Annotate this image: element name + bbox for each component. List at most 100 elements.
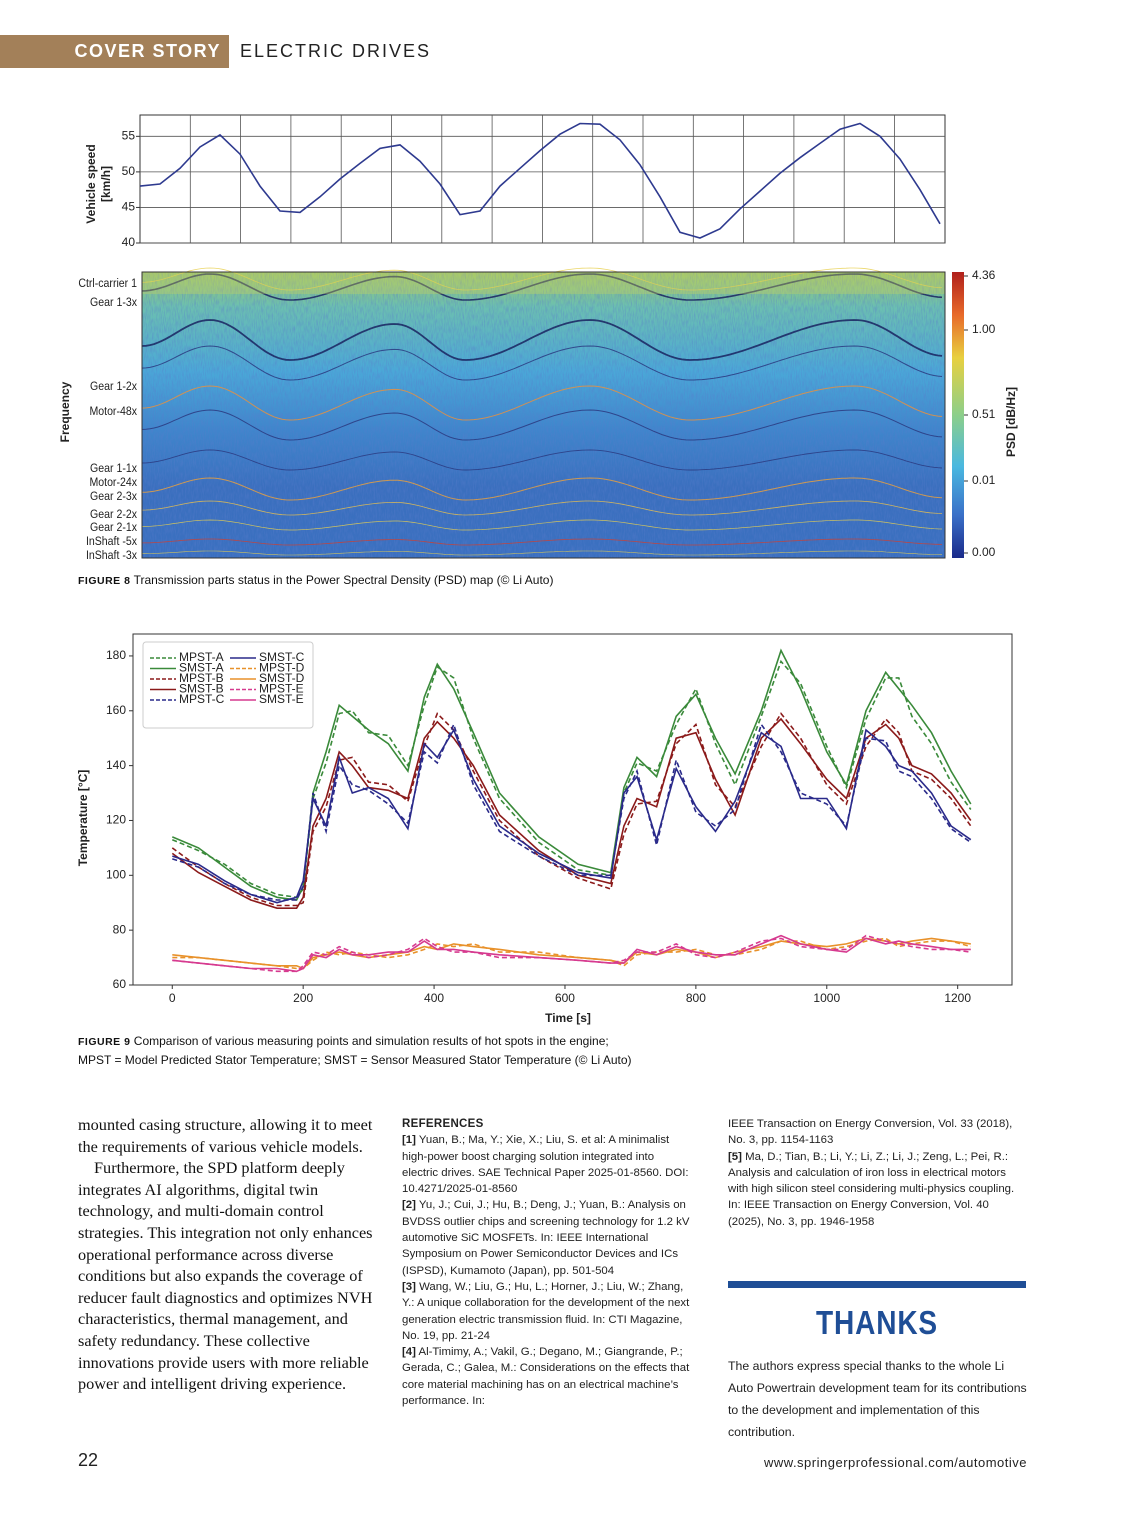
body-text: mounted casing structure, allowing it to… [78,1114,374,1395]
y-tick-label: 45 [122,200,136,214]
row-label: Gear 2-1x [90,522,137,535]
reference: [5] Ma, D.; Tian, B.; Li, Y.; Li, Z.; Li… [728,1149,1028,1230]
ref-text: Wang, W.; Liu, G.; Hu, L.; Horner, J.; L… [402,1280,690,1342]
ref-text: IEEE Transaction on Energy Conversion, V… [728,1118,1013,1147]
legend-label: SMST-C [259,650,305,664]
row-label: Gear 1-3x [90,297,137,310]
y-tick-label: 40 [122,235,136,249]
references-continued: IEEE Transaction on Energy Conversion, V… [728,1116,1028,1230]
ref-num: [5] [728,1150,742,1163]
x-tick-label: 400 [424,991,444,1005]
y-axis-label-line: [km/h] [99,166,113,202]
legend-label: MPST-C [179,692,225,706]
ref-num: [1] [402,1134,416,1147]
spectrogram-ridge [141,500,943,516]
row-label: Gear 1-2x [90,381,137,394]
spectrogram-ridge [142,538,943,546]
row-label: Gear 2-3x [90,491,137,504]
ref-text: Ma, D.; Tian, B.; Li, Y.; Li, Z.; Li, J.… [728,1150,1015,1228]
references-title: REFERENCES [402,1118,484,1130]
spectrogram-ridge [141,319,943,361]
y-tick-label: 100 [106,867,126,881]
x-axis-label: Time [s] [545,1011,591,1025]
y-tick-label: 160 [106,703,126,717]
colorbar-tick-label: 0.51 [972,407,996,421]
temp-frame [132,633,1013,986]
caption-text: Comparison of various measuring points a… [133,1034,609,1048]
y-tick-label: 60 [113,977,127,991]
y-axis-label: Frequency [58,381,72,442]
legend-label: MPST-A [179,650,224,664]
speed-line [139,122,941,239]
ref-num: [3] [402,1280,416,1293]
reference: [3] Wang, W.; Liu, G.; Hu, L.; Horner, J… [402,1279,692,1344]
legend-label: SMST-D [259,671,305,685]
ref-num: [4] [402,1346,416,1359]
series-line [172,728,972,904]
page-number: 22 [78,1450,99,1470]
thanks-title: THANKS [816,1304,938,1341]
row-label: Motor-24x [89,477,137,490]
ref-text: Al-Timimy, A.; Vakil, G.; Degano, M.; Gi… [402,1346,690,1408]
paragraph: mounted casing structure, allowing it to… [78,1115,373,1156]
figure9-caption: FIGURE 9 Comparison of various measuring… [78,1032,632,1069]
row-label: Gear 2-2x [90,509,137,522]
caption-label: FIGURE 9 [78,1036,131,1048]
series-line [171,717,972,909]
footer-url: www.springerprofessional.com/automotive [764,1455,1027,1470]
series-line [172,934,971,973]
spectrogram-noise [142,272,945,558]
legend-label: SMST-B [179,682,224,696]
caption-text: MPST = Model Predicted Stator Temperatur… [78,1053,632,1067]
legend-label: MPST-D [259,661,305,675]
legend-label: MPST-E [259,682,304,696]
y-tick-label: 50 [122,164,136,178]
y-tick-label: 180 [106,648,126,662]
x-tick-label: 1000 [813,991,840,1005]
references: REFERENCES [1] Yuan, B.; Ma, Y.; Xie, X.… [402,1116,692,1409]
thanks-bar [728,1281,1026,1288]
spectrogram-ridge [141,385,943,421]
row-label: InShaft -3x [86,550,137,563]
legend-label: SMST-E [259,692,304,706]
reference: [4] Al-Timimy, A.; Vakil, G.; Degano, M.… [402,1344,692,1409]
y-axis-label: Vehicle speed[km/h] [84,144,113,223]
y-axis-label-line: Vehicle speed [84,144,98,223]
spectrogram-ridge [141,409,943,441]
y-tick-label: 80 [113,922,127,936]
x-tick-label: 200 [293,991,313,1005]
colorbar-tick-label: 0.01 [972,473,996,487]
spectrogram-ridge [141,519,943,531]
spectrogram-ridge [141,449,943,471]
x-tick-label: 0 [169,991,176,1005]
spectrogram-ridge [142,550,943,556]
y-tick-label: 120 [106,813,126,827]
ref-text: Yu, J.; Cui, J.; Hu, B.; Deng, J.; Yuan,… [402,1199,690,1277]
colorbar [952,272,964,558]
paragraph: Furthermore, the SPD platform deeply int… [78,1158,373,1394]
ref-num: [2] [402,1199,416,1212]
series-line [172,937,971,970]
ref-text: Yuan, B.; Ma, Y.; Xie, X.; Liu, S. et al… [402,1134,689,1196]
y-tick-label: 55 [122,129,136,143]
section-topic: ELECTRIC DRIVES [240,41,432,61]
row-label: InShaft -5x [86,536,137,549]
spectrogram-ridge [141,273,943,301]
figure8-caption: FIGURE 8 Transmission parts status in th… [78,571,553,590]
colorbar-tick-label: 4.36 [972,268,996,282]
spectrogram-ridge [141,477,943,501]
row-label: Gear 1-1x [90,463,137,476]
reference: [1] Yuan, B.; Ma, Y.; Xie, X.; Liu, S. e… [402,1132,692,1197]
row-label: Motor-48x [89,406,137,419]
figures: 40 45 50 55 Vehicle speed[km/h] Ctrl-carrier … [58,114,1018,1025]
x-tick-label: 800 [686,991,706,1005]
y-tick-label: 140 [106,758,126,772]
caption-label: FIGURE 8 [78,575,131,587]
row-label: Ctrl-carrier 1 [78,278,137,291]
x-tick-label: 600 [555,991,575,1005]
colorbar-label: PSD [dB/Hz] [1004,387,1018,457]
spectrogram-ridge [141,345,943,381]
x-tick-label: 1200 [944,991,971,1005]
y-axis-label: Temperature [°C] [76,770,90,867]
